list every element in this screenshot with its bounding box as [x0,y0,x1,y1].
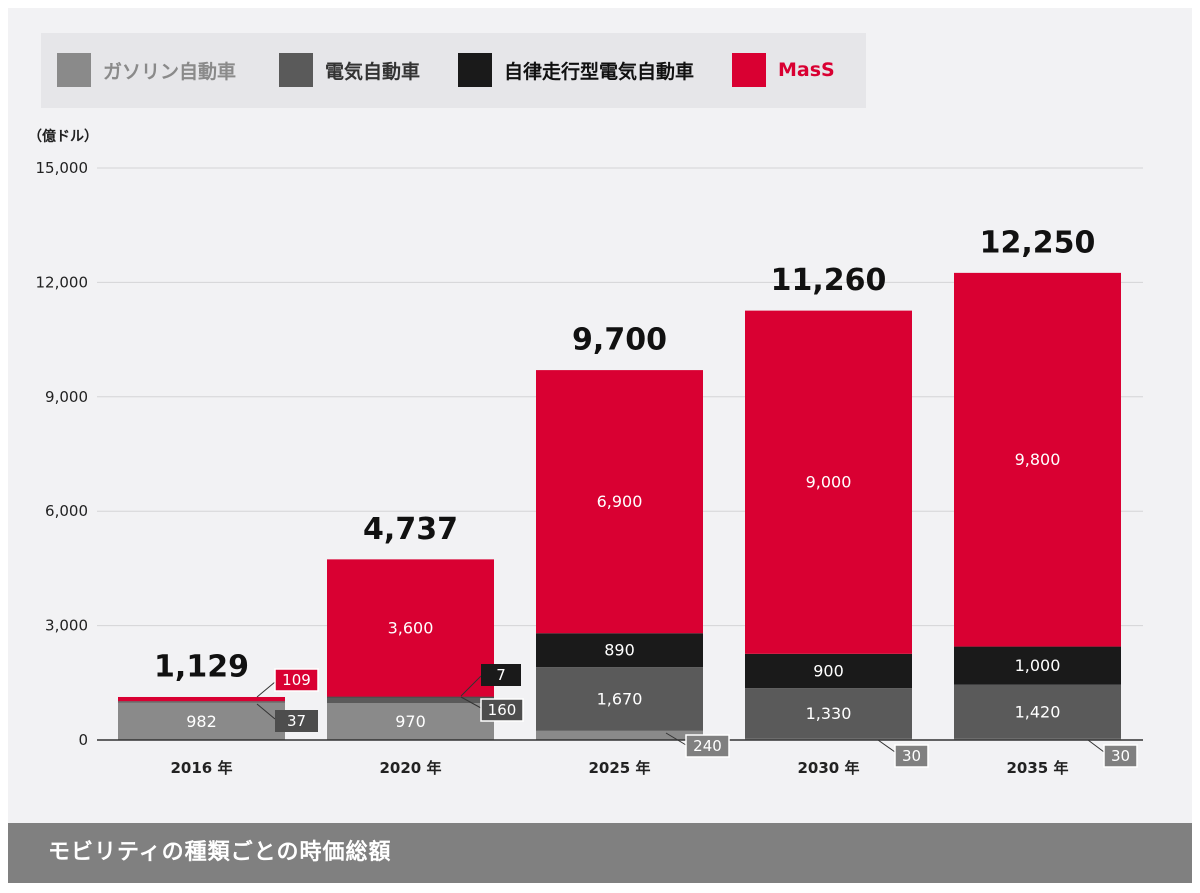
segment-gasoline [327,703,494,740]
segment-value-label: 1,670 [597,690,643,709]
y-tick-label: 9,000 [45,388,88,406]
segment-value-label: 970 [395,712,426,731]
y-tick-label: 15,000 [36,159,89,177]
x-tick-label: 2030 年 [798,759,860,777]
segment-electric [536,667,703,731]
callout-leader-line [256,681,276,698]
segment-electric [954,684,1121,739]
footer-title: モビリティの種類ごとの時価総額 [48,840,392,865]
x-tick-label: 2025 年 [589,759,651,777]
x-tick-label: 2020 年 [380,759,442,777]
total-label: 11,260 [771,263,887,298]
x-tick-label: 2016 年 [171,759,233,777]
legend-label-mass: MasS [778,59,835,81]
callout-box [894,744,929,768]
callout-box [1103,744,1138,768]
y-tick-label: 0 [78,731,88,749]
total-label: 9,700 [572,323,667,358]
callout-box [275,710,318,732]
segment-value-label: 900 [813,661,844,680]
total-label: 1,129 [154,649,249,684]
legend-swatch-gasoline [57,53,91,87]
segment-mass [745,310,912,654]
segment-mass [118,696,285,702]
legend-item-electric: 電気自動車 [279,53,420,87]
segment-value-label: 3,600 [388,619,434,638]
segment-value-label: 1,420 [1015,702,1061,721]
callout-box [480,698,524,722]
segment-autonomous [536,633,703,668]
segment-electric [745,688,912,739]
callout-leader-line [1087,739,1105,753]
segment-mass [954,272,1121,647]
x-tick-label: 2035 年 [1007,759,1069,777]
segment-value-label: 9,800 [1015,450,1061,469]
callout-value-label: 109 [282,671,311,689]
legend-label-autonomous: 自律走行型電気自動車 [504,60,695,83]
legend-item-mass: MasS [732,53,835,87]
legend-item-autonomous: 自律走行型電気自動車 [458,53,694,87]
stacked-bar-chart: 0 3,000 6,000 9,000 12,000 15,000 1,129 2016 年 4… [36,159,1143,777]
callout-value-label: 160 [488,701,517,719]
segment-value-label: 890 [604,641,635,660]
total-label: 4,737 [363,512,458,547]
callout-value-label: 30 [1111,747,1130,765]
legend: ガソリン自動車 電気自動車 自律走行型電気自動車 MasS [41,33,866,108]
y-axis-unit-label: （億ドル） [28,129,98,145]
segment-mass [327,559,494,697]
segment-gasoline [536,730,703,740]
legend-swatch-autonomous [458,53,492,87]
callout-leader-line [877,739,896,753]
legend-swatch-electric [279,53,313,87]
callout-value-label: 240 [693,737,722,755]
segment-value-label: 1,330 [806,704,852,723]
total-label: 12,250 [980,225,1096,260]
legend-swatch-mass [732,53,766,87]
callout-leader-line [460,675,482,697]
callout-value-label: 37 [287,712,306,730]
callout-value-label: 7 [496,666,506,684]
footer-bar: モビリティの種類ごとの時価総額 [8,823,1192,883]
callout-value-label: 30 [902,747,921,765]
segment-value-label: 982 [186,712,217,731]
segment-electric [118,701,285,703]
callout-box [274,668,319,692]
callout-box [481,664,521,686]
y-tick-label: 12,000 [36,273,89,291]
segment-autonomous [745,653,912,689]
segment-electric [327,696,494,704]
segment-value-label: 1,000 [1015,656,1061,675]
y-tick-label: 3,000 [45,617,88,635]
legend-label-electric: 電気自動車 [325,60,421,83]
callout-leader-line [665,732,687,746]
segment-mass [536,370,703,634]
segment-autonomous [954,646,1121,685]
legend-label-gasoline: ガソリン自動車 [103,60,237,83]
callout-leader-line [256,703,276,720]
legend-item-gasoline: ガソリン自動車 [57,53,236,87]
segment-value-label: 6,900 [597,492,643,511]
callout-leader-line [460,696,482,709]
segment-autonomous [327,696,494,698]
callout-box [685,734,730,758]
segment-value-label: 9,000 [806,473,852,492]
y-tick-label: 6,000 [45,502,88,520]
segment-gasoline [118,702,285,740]
